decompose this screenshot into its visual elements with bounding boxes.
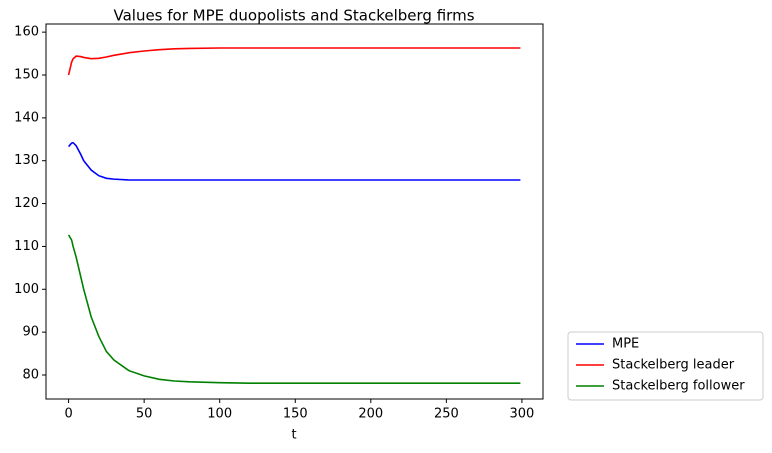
- line-series: [67, 234, 521, 384]
- y-tick-label: 80: [22, 368, 39, 383]
- y-tick-label: 140: [14, 110, 39, 125]
- y-tick-label: 160: [14, 25, 39, 40]
- x-tick-label: 150: [283, 407, 308, 422]
- x-tick-label: 50: [136, 407, 153, 422]
- legend-label: Stackelberg leader: [612, 358, 735, 373]
- legend-box: [567, 331, 764, 401]
- line-series: [67, 47, 521, 76]
- x-tick-label: 200: [358, 407, 383, 422]
- y-tick-label: 100: [14, 282, 39, 297]
- y-tick-label: 120: [14, 196, 39, 211]
- plot-frame: [45, 23, 544, 400]
- legend-label: Stackelberg follower: [612, 379, 745, 394]
- y-tick-label: 90: [22, 325, 39, 340]
- x-tick-label: 300: [510, 407, 535, 422]
- y-tick-label: 150: [14, 68, 39, 83]
- x-tick-label: 0: [64, 407, 72, 422]
- x-tick-label: 100: [207, 407, 232, 422]
- y-tick-label: 110: [14, 239, 39, 254]
- x-axis-label: t: [291, 428, 296, 443]
- line-series: [67, 141, 521, 181]
- chart-title: Values for MPE duopolists and Stackelber…: [113, 7, 474, 25]
- y-tick-label: 130: [14, 153, 39, 168]
- x-tick-label: 250: [434, 407, 459, 422]
- legend-label: MPE: [612, 337, 639, 352]
